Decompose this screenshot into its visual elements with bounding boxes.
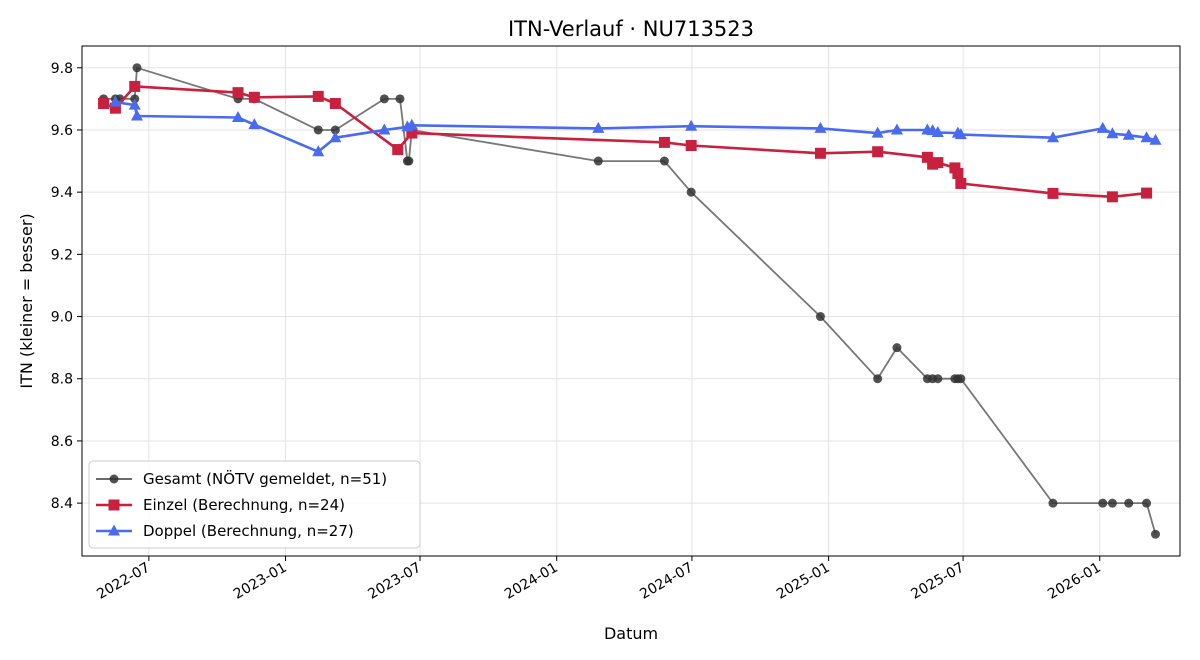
data-point — [404, 156, 414, 166]
data-point — [892, 343, 902, 353]
series-einzel — [98, 80, 1153, 203]
series-layer — [98, 63, 1162, 539]
data-point — [932, 157, 944, 169]
y-tick-label: 9.2 — [51, 247, 73, 263]
y-tick-label: 8.4 — [51, 496, 73, 512]
y-tick-label: 9.0 — [51, 310, 73, 326]
data-point — [406, 127, 418, 139]
data-point — [955, 177, 967, 189]
legend: Gesamt (NÖTV gemeldet, n=51) Einzel (Bere… — [88, 460, 421, 549]
data-point — [1140, 131, 1153, 143]
plot-frame — [81, 45, 1181, 557]
data-point — [872, 146, 884, 158]
data-point — [952, 168, 964, 179]
data-point — [378, 123, 391, 135]
data-point — [686, 187, 696, 197]
data-point — [1106, 191, 1118, 203]
data-point — [949, 162, 961, 174]
data-point — [1106, 127, 1119, 139]
data-point — [132, 63, 142, 73]
data-point — [685, 140, 697, 152]
grid — [82, 46, 1180, 556]
data-point — [109, 102, 121, 114]
data-point — [98, 98, 110, 110]
y-axis: 8.4 8.6 8.8 9.0 9.2 9.4 9.6 9.8 — [51, 61, 82, 512]
data-point — [128, 98, 141, 110]
data-point — [890, 123, 903, 135]
data-point — [1048, 498, 1058, 508]
x-axis-label: Datum — [604, 624, 658, 643]
chart-title: ITN-Verlauf · NU713523 — [508, 17, 754, 41]
data-point — [1141, 187, 1153, 199]
data-point — [931, 125, 944, 137]
data-point — [871, 126, 884, 138]
data-point — [312, 90, 324, 102]
legend-marker — [108, 499, 120, 511]
data-point — [1096, 121, 1109, 133]
legend-marker — [109, 474, 119, 484]
y-tick-label: 9.8 — [51, 61, 73, 77]
data-point — [395, 94, 405, 104]
data-point — [1149, 133, 1162, 145]
data-point — [1107, 498, 1117, 508]
data-point — [815, 312, 825, 322]
data-point — [1046, 131, 1059, 143]
data-point — [232, 87, 244, 99]
data-point — [313, 125, 323, 135]
data-point — [248, 91, 260, 103]
legend-label: Einzel (Berechnung, n=24) — [143, 496, 345, 514]
data-point — [379, 94, 389, 104]
legend-label: Gesamt (NÖTV gemeldet, n=51) — [143, 469, 387, 488]
data-point — [814, 147, 826, 159]
data-point — [873, 374, 883, 384]
data-point — [658, 136, 670, 148]
data-point — [1047, 187, 1059, 199]
data-point — [232, 111, 245, 123]
legend-label: Doppel (Berechnung, n=27) — [143, 522, 354, 540]
data-point — [921, 151, 933, 163]
y-tick-label: 8.8 — [51, 372, 73, 388]
data-point — [593, 156, 603, 166]
data-point — [1124, 498, 1134, 508]
data-point — [1142, 498, 1152, 508]
y-tick-label: 9.4 — [51, 185, 73, 201]
legend-box — [88, 460, 421, 549]
series-line — [115, 100, 1156, 153]
y-tick-label: 8.6 — [51, 434, 73, 450]
y-axis-label: ITN (kleiner = besser) — [17, 213, 36, 388]
data-point — [109, 95, 122, 107]
data-point — [954, 128, 967, 140]
data-point — [129, 80, 141, 92]
data-point — [592, 121, 605, 133]
data-point — [685, 119, 698, 131]
data-point — [392, 144, 404, 156]
y-tick-label: 9.6 — [51, 123, 73, 139]
data-point — [330, 125, 340, 135]
data-point — [1098, 498, 1108, 508]
legend-marker — [108, 524, 120, 536]
data-point — [405, 118, 418, 130]
data-point — [130, 109, 143, 121]
data-point — [933, 374, 943, 384]
data-point — [248, 118, 261, 130]
data-point — [312, 145, 325, 157]
data-point — [814, 121, 827, 133]
data-point — [1122, 128, 1135, 140]
series-doppel — [109, 95, 1162, 157]
data-point — [329, 131, 342, 143]
data-point — [659, 156, 669, 166]
data-point — [956, 374, 966, 384]
data-point — [1150, 529, 1160, 539]
data-point — [329, 98, 341, 110]
